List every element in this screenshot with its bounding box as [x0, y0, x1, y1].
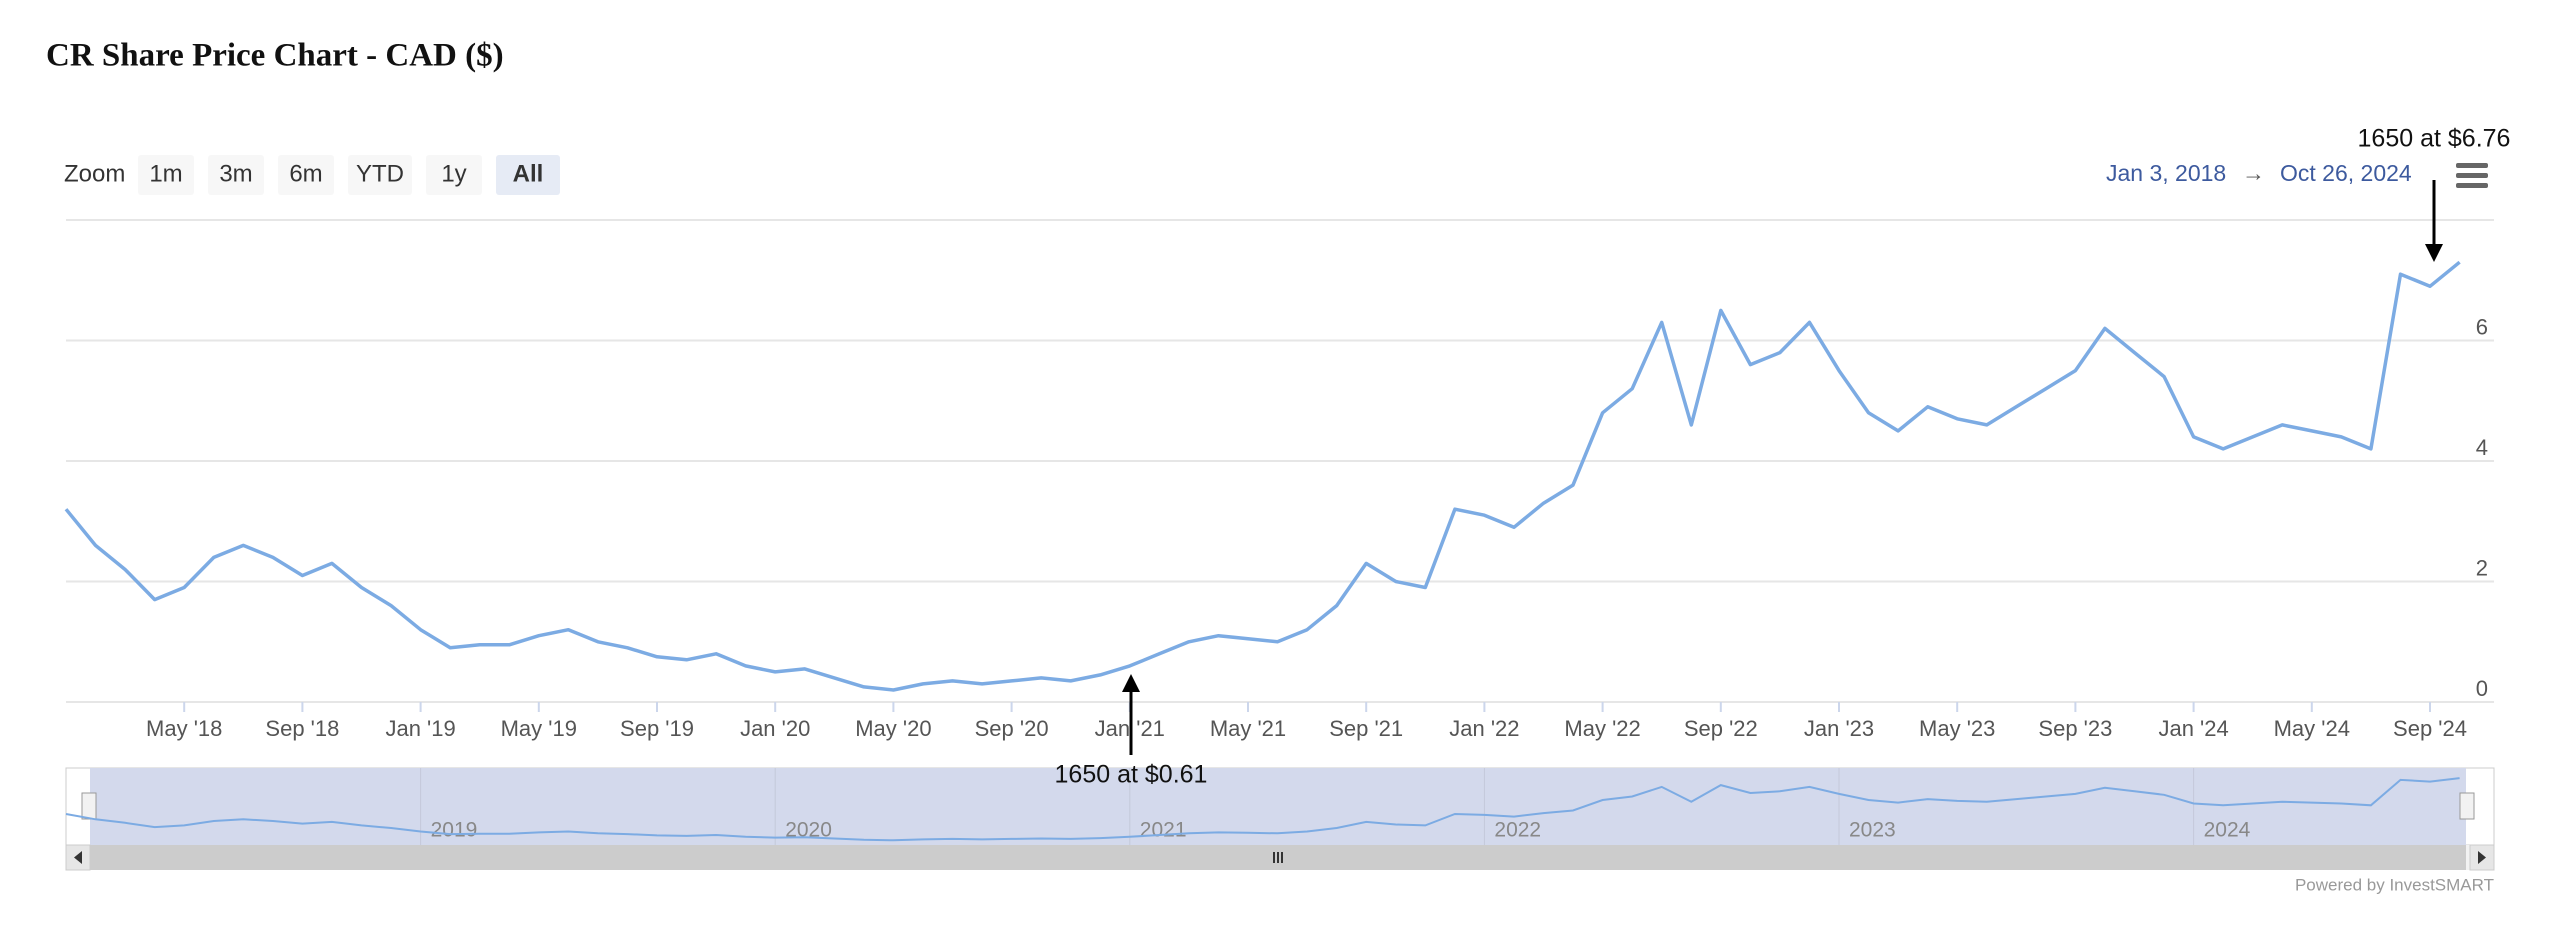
x-tick-label: Jan '19: [385, 716, 455, 741]
range-arrow: →: [2242, 160, 2265, 186]
navigator-label: 2023: [1849, 819, 1896, 842]
annotation: 1650 at $0.61: [1055, 761, 1208, 789]
zoom-button-label[interactable]: 1m: [149, 160, 182, 187]
y-tick-label: 0: [2476, 676, 2488, 701]
annotation: 1650 at $6.76: [2358, 125, 2511, 153]
x-tick-label: Sep '24: [2393, 716, 2467, 741]
zoom-button[interactable]: [208, 155, 264, 195]
credit: Powered by InvestSMART: [2295, 875, 2494, 894]
y-tick-label: 4: [2476, 435, 2488, 460]
x-tick-label: Jan '24: [2158, 716, 2228, 741]
zoom-button[interactable]: [348, 155, 412, 195]
menu-icon[interactable]: [2456, 163, 2488, 188]
navigator-label: 2024: [2204, 819, 2251, 842]
price-line: [64, 260, 2461, 692]
x-tick-label: Sep '21: [1329, 716, 1403, 741]
range-to[interactable]: Oct 26, 2024: [2280, 160, 2412, 186]
x-tick-label: Jan '22: [1449, 716, 1519, 741]
navigator-handle[interactable]: [81, 792, 97, 820]
range-from[interactable]: Jan 3, 2018: [2106, 160, 2226, 186]
navigator-mask[interactable]: [90, 768, 2466, 845]
navigator-label: 2019: [431, 819, 478, 842]
x-tick-label: May '22: [1564, 716, 1640, 741]
zoom-buttons: 1m 3m 6m YTD 1y All: [138, 155, 560, 195]
zoom-button[interactable]: [138, 155, 194, 195]
annotation-arrowhead: [2425, 244, 2443, 262]
x-tick-label: Jan '23: [1804, 716, 1874, 741]
chart-title: CR Share Price Chart - CAD ($): [46, 38, 504, 74]
x-tick-label: May '24: [2274, 716, 2350, 741]
zoom-button[interactable]: [426, 155, 482, 195]
scroll-left-arrow: [74, 851, 82, 864]
navigator-line: [65, 777, 2460, 842]
x-tick-label: May '23: [1919, 716, 1995, 741]
y-tick-label: 6: [2476, 314, 2488, 339]
zoom-button-label[interactable]: 1y: [441, 160, 466, 187]
zoom-button[interactable]: [278, 155, 334, 195]
scroll-right-arrow: [2478, 851, 2486, 864]
x-tick-label: Sep '22: [1684, 716, 1758, 741]
zoom-button-label[interactable]: All: [513, 160, 544, 187]
x-tick-label: Sep '18: [265, 716, 339, 741]
x-tick-label: May '18: [146, 716, 222, 741]
y-tick-label: 2: [2476, 555, 2488, 580]
scroll-grip: [1273, 852, 1283, 863]
x-tick-label: May '21: [1210, 716, 1286, 741]
navigator-label: 2022: [1494, 819, 1541, 842]
zoom-button-label[interactable]: YTD: [356, 160, 404, 187]
zoom-button[interactable]: [496, 155, 560, 195]
navigator-handle[interactable]: [2459, 792, 2475, 820]
annotation-arrowhead: [1122, 674, 1140, 692]
x-tick-label: May '19: [501, 716, 577, 741]
x-tick-label: Sep '23: [2038, 716, 2112, 741]
zoom-button-label[interactable]: 3m: [219, 160, 252, 187]
x-tick-label: Jan '20: [740, 716, 810, 741]
zoom-label: Zoom: [64, 160, 125, 187]
x-tick-label: Sep '20: [975, 716, 1049, 741]
navigator-label: 2020: [785, 819, 832, 842]
x-tick-label: Sep '19: [620, 716, 694, 741]
x-tick-label: May '20: [855, 716, 931, 741]
navigator-label: 2021: [1140, 819, 1187, 842]
zoom-button-label[interactable]: 6m: [289, 160, 322, 187]
